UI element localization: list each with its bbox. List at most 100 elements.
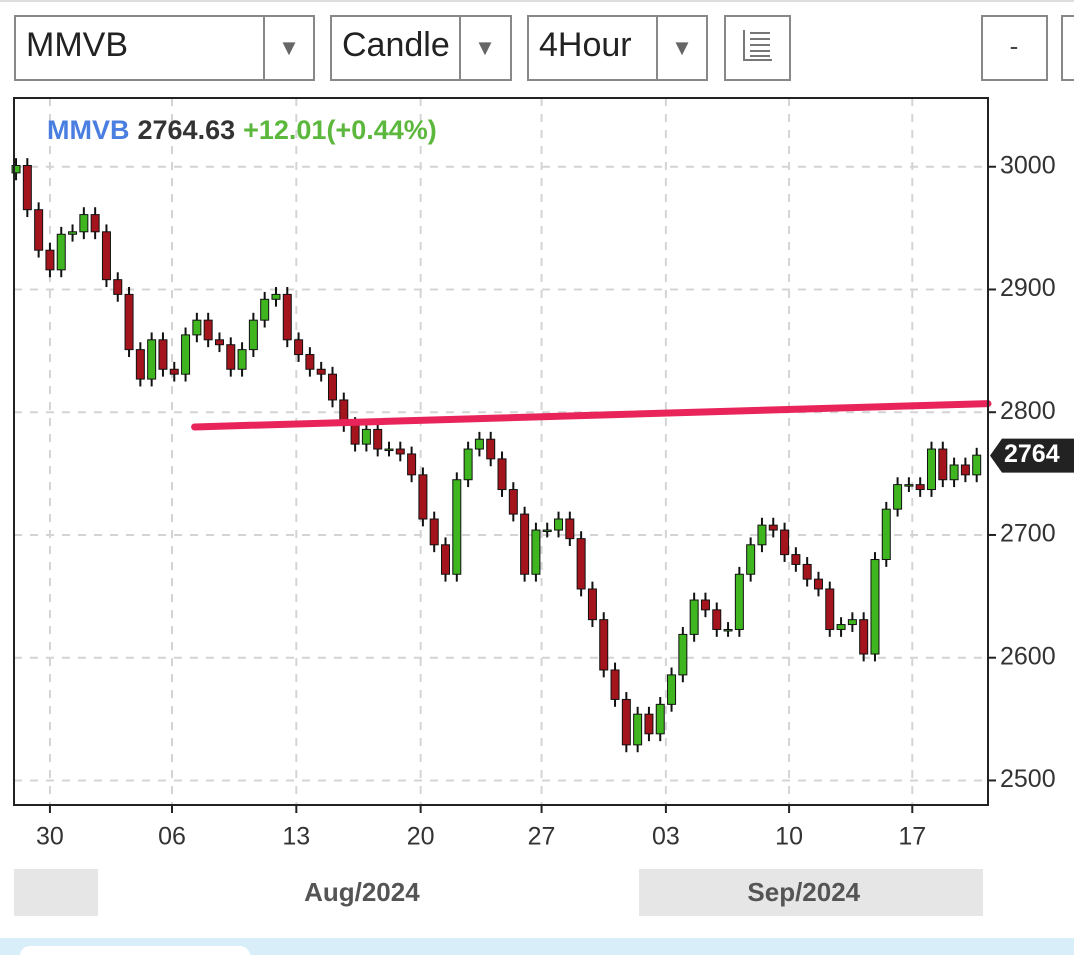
candle-body: [373, 428, 383, 450]
type-select[interactable]: Candle ▼: [330, 15, 512, 81]
plot-frame: [13, 97, 989, 806]
month-band: [639, 869, 983, 916]
candle-body: [802, 563, 812, 580]
candle-body: [768, 524, 778, 531]
zoom-out-button[interactable]: -: [981, 15, 1048, 81]
candle-body: [915, 484, 925, 491]
candle-body: [316, 368, 326, 375]
dropdown-arrow: ▼: [278, 35, 300, 60]
button-text: -: [1010, 31, 1019, 61]
price-tag: [990, 438, 1074, 473]
candle-body: [452, 479, 462, 575]
candle-body: [678, 633, 688, 676]
month-label: Aug/2024: [304, 877, 420, 907]
candle-body: [90, 214, 100, 233]
candle-body: [282, 293, 292, 341]
legend-last: 2764.63: [138, 115, 236, 145]
candle-body: [610, 669, 620, 700]
y-tick-label: 2900: [1000, 274, 1056, 302]
candle-body: [260, 298, 270, 321]
x-tick-label: 03: [652, 823, 680, 851]
candle-body: [463, 448, 473, 481]
y-tick-label: 2600: [1000, 642, 1056, 670]
candle-body: [949, 464, 959, 481]
candle-body: [384, 448, 394, 452]
select-text: 4Hour: [539, 26, 632, 64]
candle-body: [644, 713, 654, 735]
candle-body: [68, 231, 78, 235]
candle-body: [881, 508, 891, 561]
candle-body: [633, 713, 643, 746]
button-box: [724, 15, 791, 81]
x-tick-label: 30: [36, 823, 64, 851]
candle-body: [34, 209, 44, 251]
candle-body: [135, 349, 145, 380]
candle-body: [418, 474, 428, 520]
select-box: [527, 15, 708, 81]
candle-body: [22, 165, 32, 211]
candle-body: [407, 453, 417, 476]
candle-body: [113, 279, 123, 295]
candle-body: [497, 458, 507, 491]
candle-body: [203, 319, 213, 341]
candle-body: [621, 698, 631, 746]
legend-change: +12.01(+0.44%): [243, 115, 437, 145]
legend: MMVB 2764.63 +12.01(+0.44%): [47, 115, 437, 145]
month-label: Sep/2024: [747, 877, 860, 907]
candle-body: [214, 339, 224, 346]
x-tick-label: 27: [528, 823, 556, 851]
candle-body: [700, 599, 710, 611]
table-button[interactable]: [724, 15, 791, 81]
candle-body: [45, 249, 55, 271]
y-tick-label: 3000: [1000, 151, 1056, 179]
candle-body: [813, 578, 823, 590]
candle-body: [655, 703, 665, 735]
candle-body: [554, 518, 564, 531]
candle-body: [248, 319, 258, 351]
candle-body: [327, 373, 337, 401]
candle-body: [147, 339, 157, 380]
candle-body: [181, 334, 191, 375]
candle-body: [780, 529, 790, 556]
x-tick-label: 17: [898, 823, 926, 851]
x-tick-label: 06: [158, 823, 186, 851]
interval-select[interactable]: 4Hour ▼: [527, 15, 708, 81]
button-box[interactable]: [1061, 15, 1074, 81]
candle-body: [926, 448, 936, 491]
plot-background: [14, 98, 988, 805]
candle-body: [576, 538, 586, 590]
candle-body: [667, 674, 677, 705]
candle-body: [565, 518, 575, 540]
candle-body: [825, 588, 835, 630]
candle-body: [429, 518, 439, 546]
candle-body: [486, 438, 496, 460]
candle-body: [101, 231, 111, 281]
candle-body: [836, 624, 846, 630]
bottom-pill: [20, 946, 250, 960]
dropdown-arrow: ▼: [671, 35, 693, 60]
candle-body: [847, 619, 857, 626]
table-icon: [743, 30, 772, 61]
candle-body: [271, 293, 281, 300]
candle-body: [734, 573, 744, 630]
candle-body: [124, 293, 134, 351]
candle-body: [791, 554, 801, 565]
trendline: [191, 400, 992, 431]
arrow-bg: [460, 17, 510, 79]
grid: [14, 98, 988, 805]
candle-body: [870, 559, 880, 655]
select-text: Candle: [342, 26, 450, 64]
y-tick-label: 2700: [1000, 520, 1056, 548]
candle-body: [587, 588, 597, 621]
candle-body: [520, 513, 530, 575]
candle-body: [350, 423, 360, 445]
x-tick-label: 20: [407, 823, 435, 851]
candle-body: [542, 529, 552, 533]
candle-body: [531, 529, 541, 575]
candle-body: [599, 619, 609, 671]
candle-body: [746, 544, 756, 575]
y-tick-label: 2800: [1000, 397, 1056, 425]
symbol-select[interactable]: MMVB ▼: [14, 15, 315, 81]
button-box: [981, 15, 1048, 81]
